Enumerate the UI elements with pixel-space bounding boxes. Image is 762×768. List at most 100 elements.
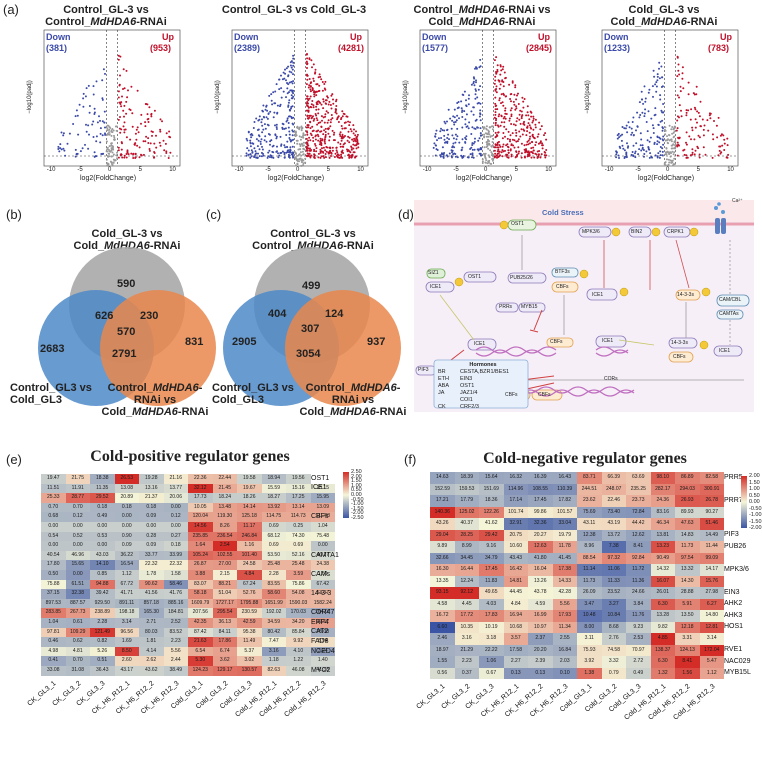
down-point [283,127,286,130]
node-ost1-b: OST1 [468,274,482,280]
heatmap-cell: 19.58 [237,474,262,484]
heatmap-cell: 2.54 [212,541,237,551]
heatmap-cell: 42.28 [552,587,577,599]
down-point [84,95,87,98]
heatmap-cell: 92.84 [626,552,651,564]
heatmap-cell: 0.09 [139,541,164,551]
ns-point [296,125,299,128]
up-point [344,135,346,137]
heatmap-cell: 16.07 [650,575,675,587]
up-point [340,125,343,127]
down-point [287,105,290,108]
up-point [145,135,148,138]
heatmap-cell: 3.02 [237,656,262,666]
volcano-plot-2: Control_GL-3 vs Cold_GL-3 Down (2389) Up (42… [210,0,378,200]
node-prrs: PRRs [499,304,513,310]
ns-point [298,153,301,156]
up-point [142,153,145,156]
heatmap-cell: 897.53 [41,598,66,609]
up-point [121,156,124,159]
up-point [307,86,310,89]
down-point [95,80,98,83]
heatmap-cell: 13.23 [650,541,675,553]
heatmap-cell: 891.11 [114,598,139,609]
heatmap-cell: 2.23 [163,637,188,647]
hormone-name: ETH [438,376,449,382]
up-point [319,130,322,133]
up-point [337,115,340,118]
up-point [343,113,346,116]
venn-c-right-only: 937 [367,336,386,348]
up-point [330,118,333,121]
heatmap-cell: 0.70 [65,502,90,513]
down-point [87,124,90,127]
heatmap-cell: 0.61 [65,618,90,628]
up-point [146,113,149,116]
down-point [99,132,102,135]
down-label: Down [234,32,259,42]
node-ost1: OST1 [511,221,525,227]
down-point [275,150,278,153]
heatmap-cell: 2.62 [139,656,164,666]
up-point [325,99,328,102]
heatmap-cell: 11.49 [237,637,262,647]
up-point [319,102,322,104]
down-point [247,153,250,156]
up-point [144,103,147,105]
heatmap-cell: 12.24 [454,575,479,587]
heatmap-cell: 0.90 [114,531,139,542]
down-point [253,121,256,123]
up-point [317,135,320,138]
heatmap-cell: 95.38 [237,627,262,638]
up-point [327,132,330,135]
heatmap-cell: 43.19 [601,518,626,530]
color-scale-tick: -0.50 [749,505,762,512]
down-point [91,123,94,126]
down-point [277,156,280,159]
up-point [328,146,331,149]
ns-point [300,159,303,162]
up-point [329,104,332,106]
up-point [332,133,335,136]
up-point [311,89,314,92]
down-point [261,124,264,127]
gene-label: PUB26 [724,542,747,550]
down-point [280,96,283,99]
up-point [307,106,310,109]
up-point [350,148,353,151]
heatmap-cell: 10.19 [479,621,504,633]
heatmap-cell: 93.15 [430,587,455,599]
heatmap-cell: 42.35 [188,618,213,628]
up-point [306,124,309,127]
up-point [340,153,343,156]
heatmap-cell: 857.18 [139,598,164,609]
heatmap-cell: 21.29 [454,644,479,656]
down-point [283,153,286,156]
down-point [290,94,293,97]
volcano-title: Control_GL-3 vs Control_MdHDA6-RNAi [45,4,167,28]
down-point [290,71,293,74]
down-point [278,154,281,157]
up-point [307,105,309,108]
down-point [258,118,261,121]
heatmap-cell: 85.84 [286,627,311,638]
heatmap-cell: 10.05 [188,502,213,513]
up-point [125,156,128,159]
down-point [100,153,103,155]
up-point [123,115,125,118]
heatmap-cell: 32.66 [430,552,455,564]
up-point [131,125,134,128]
up-point [326,95,329,98]
heatmap-cell: 9.92 [286,637,311,647]
ns-point [108,145,111,148]
down-point [274,102,277,105]
heatmap-cell: 24.36 [650,495,675,507]
heatmap-cell: 14.80 [699,610,724,622]
up-point [125,100,128,103]
heatmap-cell: 170.03 [286,608,311,618]
color-scale-tick: 1.50 [749,479,760,486]
down-point [268,149,271,152]
up-point [307,139,310,142]
down-point [284,72,287,75]
up-point [310,154,313,157]
